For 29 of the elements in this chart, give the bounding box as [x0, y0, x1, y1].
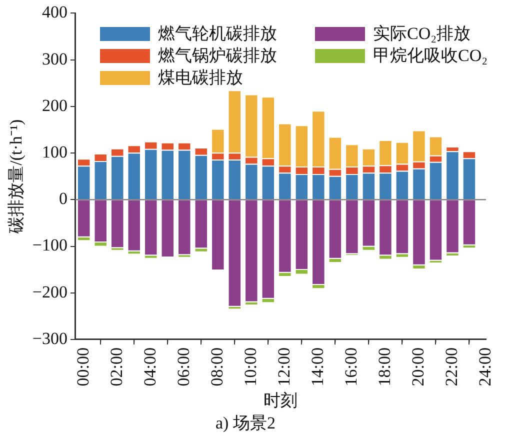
- y-axis-title: 碳排放量/(t·h⁻¹): [6, 119, 26, 234]
- text: a) 场景2: [216, 413, 276, 432]
- x-tick-label: 16:00: [341, 347, 360, 386]
- x-tick-label: 22:00: [442, 347, 461, 386]
- x-tick-label: 18:00: [374, 347, 394, 386]
- y-tick-label: 100: [42, 142, 68, 162]
- x-tick-label: 10:00: [240, 347, 260, 386]
- x-tick-label: 02:00: [106, 347, 126, 386]
- x-tick-label: 20:00: [408, 347, 428, 386]
- y-tick-label: −300: [32, 328, 68, 348]
- legend-label: 实际CO₂排放: [373, 23, 471, 45]
- legend-label: 甲烷化吸收CO₂: [373, 45, 488, 67]
- y-tick-label: 400: [42, 2, 68, 22]
- y-tick-label: −200: [32, 282, 68, 302]
- x-tick-label: 24:00: [475, 347, 494, 386]
- x-tick-label: 00:00: [73, 347, 92, 386]
- x-axis-title: 时刻: [264, 390, 298, 410]
- legend-label: 燃气锅炉碳排放: [158, 45, 277, 67]
- y-tick-label: 300: [42, 49, 68, 68]
- x-tick-label: 12:00: [274, 347, 294, 386]
- y-tick-label: −100: [32, 236, 68, 255]
- y-tick-label: 200: [42, 96, 68, 115]
- legend-label: 燃气轮机碳排放: [158, 23, 277, 45]
- x-tick-label: 08:00: [207, 347, 226, 386]
- legend-label: 煤电碳排放: [158, 67, 243, 89]
- x-tick-label: 06:00: [174, 347, 193, 386]
- y-tick-label: 0: [58, 189, 68, 208]
- x-tick-label: 04:00: [140, 347, 160, 386]
- x-tick-label: 14:00: [308, 347, 327, 386]
